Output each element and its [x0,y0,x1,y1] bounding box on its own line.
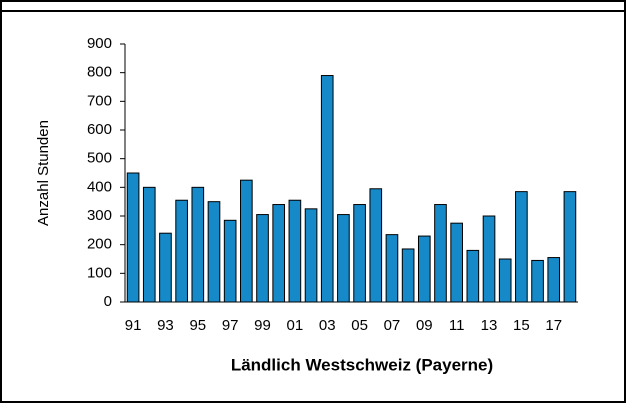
bar [272,204,286,303]
x-tick-label: 09 [416,317,433,334]
chart-title: Ländlich Westschweiz (Payerne) [231,355,493,374]
bar [353,204,366,303]
y-tick-label: 900 [87,35,112,52]
x-tick-label: 93 [157,317,174,334]
y-tick-label: 100 [87,264,112,281]
x-tick-label: 15 [513,317,530,334]
y-tick-label: 400 [87,178,112,195]
y-axis-label: Anzahl Stunden [35,120,52,226]
bar [417,235,431,303]
bar [175,199,188,303]
bar [563,191,577,303]
bar [547,257,561,303]
bar [337,214,350,303]
bar [401,248,415,303]
bar [240,179,253,303]
y-tick-label: 800 [87,64,112,81]
y-tick-label: 600 [87,121,112,138]
x-tick-label: 91 [125,317,142,334]
bar [256,214,269,303]
x-tick-label: 99 [254,317,271,334]
bar [434,204,447,303]
y-tick-label: 500 [87,150,112,167]
bar [126,172,140,303]
bar [515,191,528,303]
bar [207,201,221,303]
bar [385,234,399,303]
x-tick-label: 07 [384,317,401,334]
x-tick-label: 95 [189,317,206,334]
y-tick-label: 0 [104,293,112,310]
bar [466,249,480,303]
x-tick-label: 03 [319,317,336,334]
bar [223,219,237,303]
bar [498,258,512,303]
y-tick-label: 300 [87,207,112,224]
y-tick-label: 200 [87,236,112,253]
bar [142,186,156,303]
x-tick-label: 97 [222,317,239,334]
bar [191,186,205,303]
y-tick-label: 700 [87,92,112,109]
bar [531,259,544,303]
bar [450,222,463,303]
bar [369,188,383,303]
x-tick-label: 17 [545,317,562,334]
bar [304,208,318,303]
bar [159,232,172,303]
x-tick-label: 05 [351,317,368,334]
bar [320,75,334,303]
x-tick-label: 13 [481,317,498,334]
x-tick-label: 11 [449,317,465,334]
bar [482,215,496,303]
x-tick-label: 01 [287,317,304,334]
bar [288,199,302,303]
